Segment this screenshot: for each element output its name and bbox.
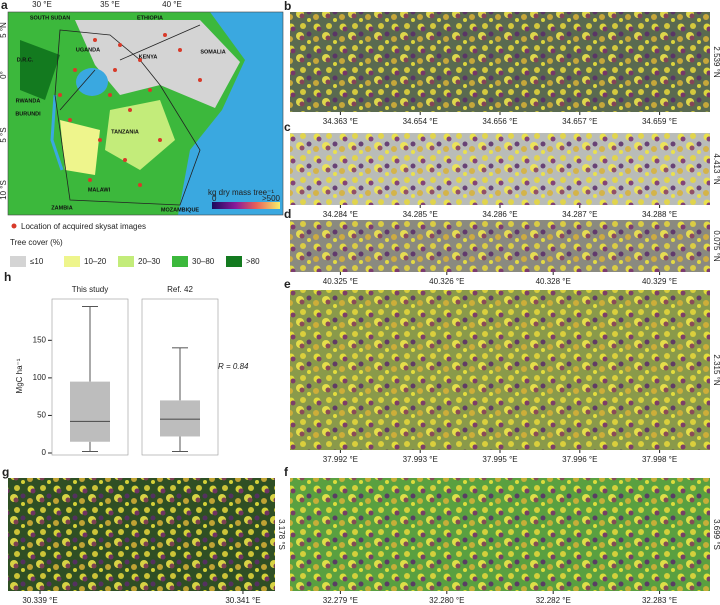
lon-tick-label: 34.288 °E bbox=[642, 210, 677, 219]
country-label: SOUTH SUDAN bbox=[30, 15, 70, 21]
tree-cover-label: 20–30 bbox=[138, 257, 161, 266]
box bbox=[70, 381, 110, 442]
country-label: KENYA bbox=[139, 54, 158, 60]
points-legend: Location of acquired skysat images bbox=[21, 222, 146, 231]
lon-tick-label: 40.328 °E bbox=[536, 277, 571, 286]
tree-cover-label: ≤10 bbox=[30, 257, 44, 266]
lon-tick-label: 34.656 °E bbox=[482, 117, 517, 126]
tree-cover-title: Tree cover (%) bbox=[10, 238, 63, 247]
lon-tick-label: 30.339 °E bbox=[22, 596, 57, 605]
y-tick-label: 100 bbox=[33, 373, 47, 382]
colorbar-min: 0 bbox=[212, 194, 217, 203]
lon-tick-label: 30.341 °E bbox=[225, 596, 260, 605]
panel-label: e bbox=[284, 277, 291, 291]
lat-tick-label: 0° bbox=[0, 71, 8, 79]
tree-cover-swatch bbox=[64, 256, 80, 267]
tree-cover-label: 30–80 bbox=[192, 257, 215, 266]
lat-label: 0.075 °N bbox=[712, 230, 720, 261]
box bbox=[160, 400, 200, 437]
lon-tick-label: 30 °E bbox=[32, 0, 52, 9]
lon-tick-label: 34.657 °E bbox=[562, 117, 597, 126]
lon-tick-label: 32.283 °E bbox=[642, 596, 677, 605]
tree-cover-label: >80 bbox=[246, 257, 260, 266]
box-frame bbox=[51, 298, 129, 456]
panel-label: c bbox=[284, 120, 291, 134]
country-label: MOZAMBIQUE bbox=[161, 207, 200, 213]
annotation: R = 0.84 bbox=[218, 362, 249, 371]
country-label: TANZANIA bbox=[111, 129, 139, 135]
colorbar-max: >500 bbox=[262, 194, 281, 203]
lon-tick-label: 32.282 °E bbox=[536, 596, 571, 605]
panel-label: d bbox=[284, 207, 291, 221]
panel-label: f bbox=[284, 465, 289, 479]
point-legend-marker bbox=[11, 223, 17, 229]
tree-crowns bbox=[290, 220, 710, 272]
lon-tick-label: 32.279 °E bbox=[323, 596, 358, 605]
map bbox=[7, 11, 284, 216]
country-label: SOMALIA bbox=[200, 49, 225, 55]
panel-label: g bbox=[2, 465, 9, 479]
lat-label: 2.539 °N bbox=[712, 46, 720, 77]
box-frame bbox=[141, 298, 219, 456]
country-label: UGANDA bbox=[76, 47, 100, 53]
lon-tick-label: 40.326 °E bbox=[429, 277, 464, 286]
country-label: RWANDA bbox=[16, 98, 41, 104]
lon-tick-label: 37.995 °E bbox=[482, 455, 517, 464]
lon-tick-label: 34.285 °E bbox=[403, 210, 438, 219]
y-tick-label: 50 bbox=[37, 411, 46, 420]
country-label: BURUNDI bbox=[15, 111, 41, 117]
lon-tick-label: 34.284 °E bbox=[323, 210, 358, 219]
tree-cover-swatch bbox=[172, 256, 188, 267]
panel-label: h bbox=[4, 270, 11, 284]
lon-tick-label: 32.280 °E bbox=[429, 596, 464, 605]
lat-label: 2.315 °N bbox=[712, 354, 720, 385]
country-label: D.R.C. bbox=[17, 57, 34, 63]
y-tick-label: 150 bbox=[33, 335, 47, 344]
lon-tick-label: 34.287 °E bbox=[562, 210, 597, 219]
country-label: ETHIOPIA bbox=[137, 15, 163, 21]
lon-tick-label: 37.992 °E bbox=[323, 455, 358, 464]
tree-crowns bbox=[8, 478, 275, 591]
lon-tick-label: 34.363 °E bbox=[323, 117, 358, 126]
y-tick-label: 0 bbox=[42, 448, 47, 457]
lat-tick-label: 10 °S bbox=[0, 180, 8, 200]
lon-tick-label: 34.286 °E bbox=[482, 210, 517, 219]
y-axis-label: MgC ha⁻¹ bbox=[15, 358, 24, 393]
tree-cover-swatch bbox=[226, 256, 242, 267]
colorbar-title: kg dry mass tree⁻¹ bbox=[208, 188, 274, 197]
lat-tick-label: 5 °N bbox=[0, 22, 8, 38]
lat-tick-label: 5 °S bbox=[0, 127, 8, 142]
tree-cover-swatch bbox=[118, 256, 134, 267]
country-label: ZAMBIA bbox=[51, 205, 72, 211]
tree-cover-label: 10–20 bbox=[84, 257, 107, 266]
lon-tick-label: 37.993 °E bbox=[403, 455, 438, 464]
tree-crowns bbox=[290, 290, 710, 450]
lat-label: 4.413 °N bbox=[712, 153, 720, 184]
tree-crowns bbox=[290, 478, 710, 591]
lon-tick-label: 40.329 °E bbox=[642, 277, 677, 286]
series-name: Ref. 42 bbox=[167, 285, 193, 294]
country-label: MALAWI bbox=[88, 187, 111, 193]
tree-crowns bbox=[290, 12, 710, 112]
lat-label: 3.178 °S bbox=[277, 519, 286, 550]
lon-tick-label: 34.654 °E bbox=[403, 117, 438, 126]
tree-crowns bbox=[290, 133, 710, 205]
lon-tick-label: 40.325 °E bbox=[323, 277, 358, 286]
series-name: This study bbox=[72, 285, 108, 294]
colorbar bbox=[212, 202, 280, 209]
lon-tick-label: 37.996 °E bbox=[562, 455, 597, 464]
lon-tick-label: 35 °E bbox=[100, 0, 120, 9]
lon-tick-label: 40 °E bbox=[162, 0, 182, 9]
lon-tick-label: 34.659 °E bbox=[642, 117, 677, 126]
lat-label: 3.699 °S bbox=[712, 519, 720, 550]
lon-tick-label: 37.998 °E bbox=[642, 455, 677, 464]
tree-cover-swatch bbox=[10, 256, 26, 267]
panel-label: a bbox=[1, 0, 8, 12]
panel-label: b bbox=[284, 0, 291, 13]
